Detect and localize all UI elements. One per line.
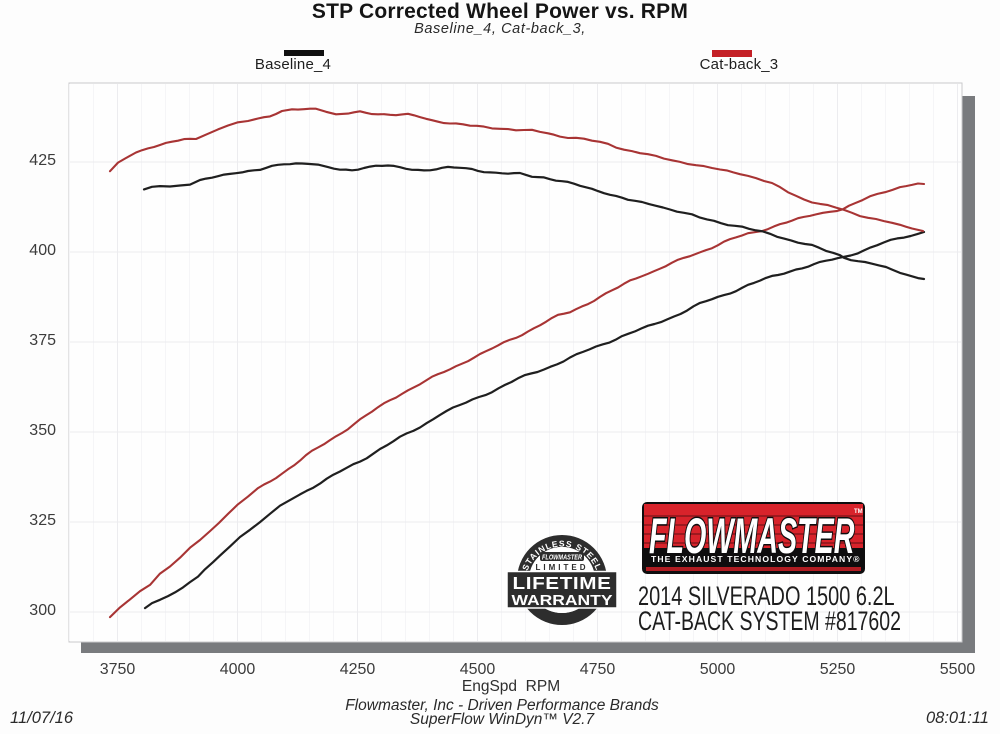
svg-text:TM: TM [854,509,863,515]
svg-text:FLOWMASTER: FLOWMASTER [649,508,855,564]
svg-text:WARRANTY: WARRANTY [512,593,613,609]
svg-text:LIMITED: LIMITED [536,563,589,572]
svg-text:LIFETIME: LIFETIME [513,573,612,593]
svg-text:FLOWMASTER: FLOWMASTER [542,555,582,562]
